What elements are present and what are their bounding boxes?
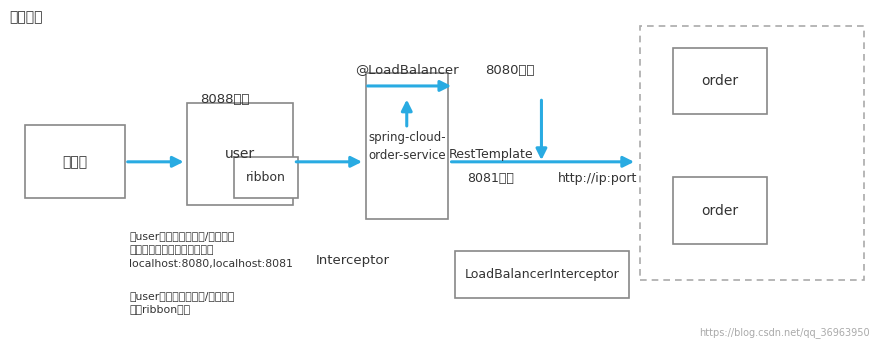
Text: http://ip:port: http://ip:port [558, 172, 637, 185]
Bar [455, 251, 629, 298]
Text: 在user工程（即客户端/调用端）
导入ribbon依赖: 在user工程（即客户端/调用端） 导入ribbon依赖 [129, 291, 235, 314]
Text: 8080端口: 8080端口 [485, 64, 535, 77]
Text: 8081端口: 8081端口 [467, 172, 515, 185]
Text: @LoadBalancer: @LoadBalancer [355, 63, 458, 76]
Text: RestTemplate: RestTemplate [449, 148, 533, 161]
Text: LoadBalancerInterceptor: LoadBalancerInterceptor [465, 268, 619, 280]
Bar [673, 48, 767, 114]
Text: 8088节点: 8088节点 [200, 93, 250, 106]
Bar [187, 103, 293, 205]
Bar [234, 157, 298, 198]
Text: https://blog.csdn.net/qq_36963950: https://blog.csdn.net/qq_36963950 [699, 327, 870, 338]
Text: Interceptor: Interceptor [316, 254, 389, 267]
Text: ribbon: ribbon [246, 171, 285, 184]
Text: 在user工程（即客户端/调用端）
配置目标服务节点的地址列表
localhost:8080,localhost:8081: 在user工程（即客户端/调用端） 配置目标服务节点的地址列表 localhos… [129, 231, 293, 269]
Text: order: order [702, 204, 739, 218]
Bar [640, 26, 864, 280]
Text: spring-cloud-
order-service: spring-cloud- order-service [368, 130, 446, 162]
Text: user: user [225, 147, 255, 161]
Text: order: order [702, 74, 739, 88]
Text: 负载均衡: 负载均衡 [9, 10, 43, 24]
Bar [673, 177, 767, 244]
Text: 浏览器: 浏览器 [62, 155, 87, 169]
Bar [366, 73, 448, 219]
Bar [25, 125, 125, 198]
